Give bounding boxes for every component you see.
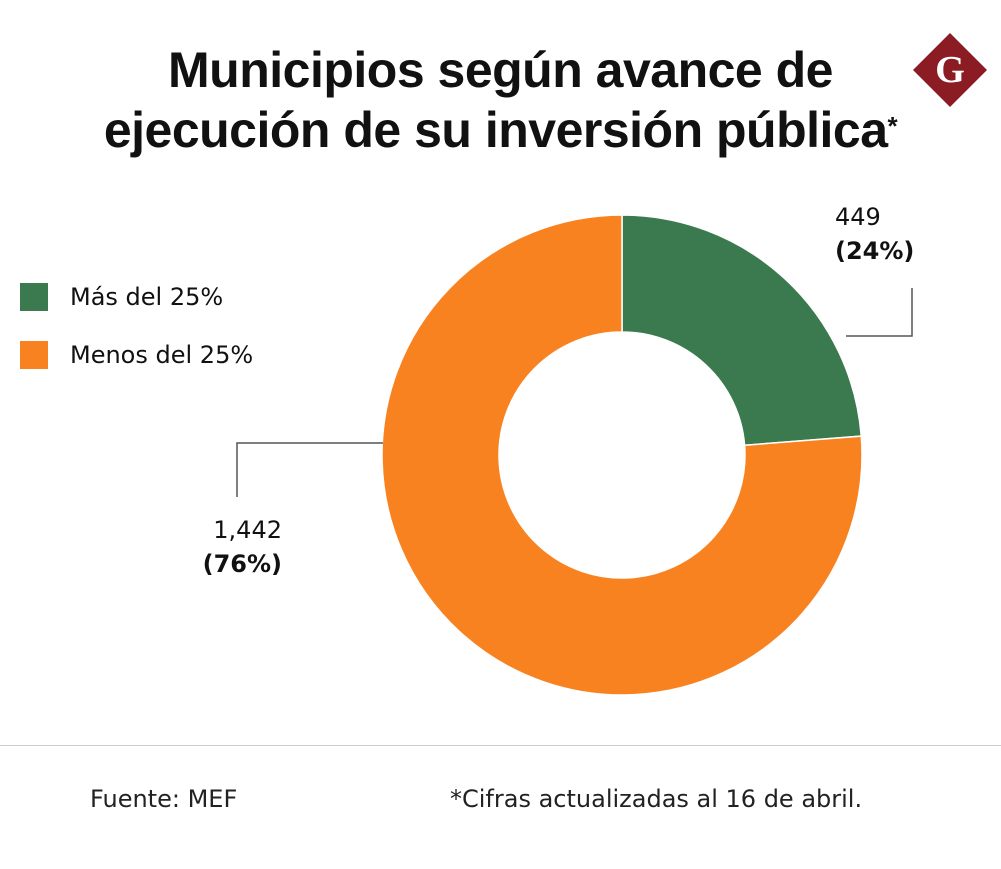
percent-label: (24%) <box>835 237 915 265</box>
legend-item-menos: Menos del 25% <box>20 326 253 384</box>
legend-swatch-orange <box>20 341 48 369</box>
value-label: 1,442 <box>213 516 282 544</box>
title-line-1: Municipios según avance de <box>168 42 833 98</box>
leader-line-menos <box>236 442 383 497</box>
percent-label: (76%) <box>202 550 282 578</box>
chart-title: Municipios según avance de ejecución de … <box>0 40 1001 160</box>
title-asterisk: * <box>887 111 898 141</box>
slice-label-mas: 449 (24%) <box>835 200 914 268</box>
legend-label: Más del 25% <box>70 283 224 311</box>
slice-label-menos: 1,442 (76%) <box>200 513 282 581</box>
source-text: Fuente: MEF <box>90 785 238 813</box>
legend-item-mas: Más del 25% <box>20 268 253 326</box>
svg-text:G: G <box>935 49 965 91</box>
legend: Más del 25% Menos del 25% <box>20 268 253 384</box>
divider <box>0 745 1001 746</box>
donut-slice-1 <box>381 214 863 696</box>
legend-label: Menos del 25% <box>70 341 254 369</box>
title-line-2: ejecución de su inversión pública <box>103 102 888 158</box>
donut-slice-0 <box>621 214 863 447</box>
logo-icon: G <box>913 33 987 107</box>
legend-swatch-green <box>20 283 48 311</box>
leader-line-mas <box>846 288 913 337</box>
value-label: 449 <box>835 203 881 231</box>
footnote-text: *Cifras actualizadas al 16 de abril. <box>450 785 863 813</box>
